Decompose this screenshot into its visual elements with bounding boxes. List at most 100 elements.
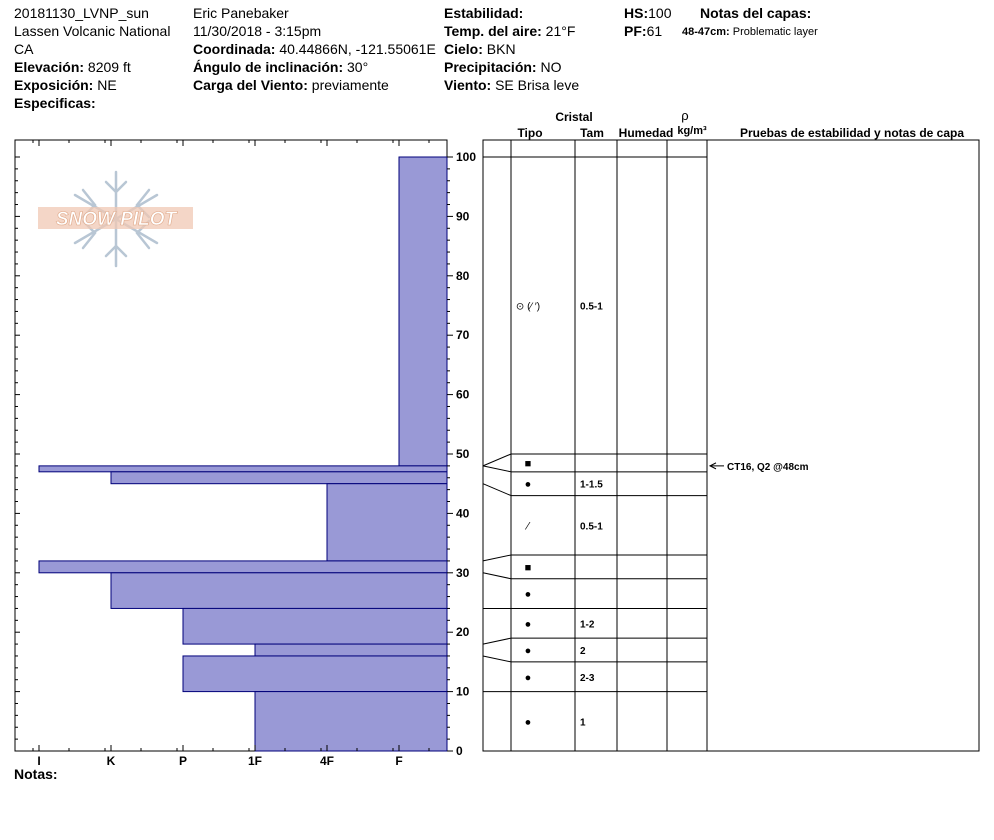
hardness-axis: I K P 1F 4F F <box>32 140 430 768</box>
sky-label: Cielo: <box>444 41 483 57</box>
crystal-type: ⁄ <box>524 520 531 532</box>
layer-connector <box>482 465 512 473</box>
coordinate-label: Coordinada: <box>193 41 276 57</box>
layer-note-entry: 48-47cm: Problematic layer <box>682 23 818 41</box>
crystal-size: 1-1.5 <box>580 480 603 491</box>
hardness-bar <box>38 465 448 473</box>
wind-load-value: previamente <box>311 77 389 93</box>
layer-connector <box>482 453 512 467</box>
layer-connector <box>482 637 512 645</box>
hardness-bar <box>254 691 448 752</box>
header-type: Tipo <box>517 126 542 140</box>
logo-text: SNOW PILOT <box>56 209 178 230</box>
state: CA <box>14 41 34 57</box>
table-frame <box>482 139 980 752</box>
header-site-info: 20181130_LVNP_sun Lassen Volcanic Nation… <box>14 4 170 112</box>
crystal-size: 0.5-1 <box>580 302 603 313</box>
height-tick-label: 20 <box>456 625 470 639</box>
air-temp-value: 21°F <box>545 23 576 39</box>
height-tick-label: 60 <box>456 388 470 402</box>
hardness-tick-label: P <box>179 754 187 768</box>
header-density-symbol: ρ <box>681 108 688 123</box>
elevation-value: 8209 ft <box>87 59 131 75</box>
aspect-value: NE <box>97 77 117 93</box>
crystal-type: ● <box>525 618 532 630</box>
hardness-tick-label: I <box>37 754 40 768</box>
hardness-bar <box>182 655 448 693</box>
crystal-size: 0.5-1 <box>580 521 603 532</box>
crystal-type: ● <box>525 672 532 684</box>
crystal-type: ● <box>525 589 532 601</box>
hardness-bar <box>110 572 448 609</box>
height-tick-label: 100 <box>456 150 476 164</box>
height-tick-label: 40 <box>456 506 470 520</box>
crystal-size: 2 <box>580 646 586 657</box>
air-temp-label: Temp. del aire: <box>444 23 542 39</box>
layer-table: Cristal Tipo Tam Humedad ρ kg/m³ Pruebas… <box>482 108 980 752</box>
crystal-type: ● <box>525 645 532 657</box>
hardness-bar <box>398 156 448 467</box>
height-tick-label: 90 <box>456 209 470 223</box>
layer-connector <box>482 554 512 562</box>
hardness-bar <box>254 643 448 657</box>
hardness-bar <box>110 471 448 485</box>
height-tick-label: 70 <box>456 328 470 342</box>
notes-label: Notas: <box>14 765 58 783</box>
logo-banner <box>38 207 193 229</box>
height-axis: 0 10 20 30 40 50 60 70 80 90 100 <box>15 150 476 758</box>
header-size: Tam <box>580 126 604 140</box>
crystal-size: 1-2 <box>580 619 595 630</box>
slope-angle-label: Ángulo de inclinación: <box>193 59 344 75</box>
precipitation-label: Precipitación: <box>444 59 537 75</box>
hs-value: 100 <box>648 5 672 21</box>
stability-label: Estabilidad: <box>444 5 524 21</box>
pf-label: PF: <box>624 23 647 39</box>
hardness-bars <box>38 156 448 752</box>
arrow-left-icon <box>708 462 717 470</box>
height-tick-label: 10 <box>456 685 470 699</box>
crystal-size: 2-3 <box>580 673 595 684</box>
observation-datetime: 11/30/2018 - 3:15pm <box>193 23 322 39</box>
header-observation-info: Eric Panebaker 11/30/2018 - 3:15pm Coord… <box>193 4 436 94</box>
crystal-size: 1 <box>580 717 586 728</box>
height-tick-label: 50 <box>456 447 470 461</box>
aspect-label: Exposición: <box>14 77 94 93</box>
layer-notes: Notas del capas: <box>700 4 811 22</box>
layer-notes-label: Notas del capas: <box>700 5 812 21</box>
crystal-type: ● <box>525 479 532 491</box>
crystal-type: ● <box>525 716 532 728</box>
hardness-tick-label: F <box>395 754 402 768</box>
hs-label: HS: <box>624 5 649 21</box>
hardness-tick-label: 4F <box>320 754 334 768</box>
crystal-type: ■ <box>525 458 532 470</box>
hardness-bar <box>182 607 448 645</box>
hardness-bar <box>326 483 448 562</box>
elevation-label: Elevación: <box>14 59 85 75</box>
wind-load-label: Carga del Viento: <box>193 77 308 93</box>
header-density-unit: kg/m³ <box>677 125 707 137</box>
test-result: CT16, Q2 @48cm <box>727 462 809 473</box>
coordinate-value: 40.44866N, -121.55061E <box>279 41 436 57</box>
sky-value: BKN <box>486 41 516 57</box>
header-weather-info: Estabilidad: Temp. del aire: 21°F Cielo:… <box>444 4 584 94</box>
height-tick-label: 80 <box>456 269 470 283</box>
slope-angle-value: 30° <box>347 59 369 75</box>
height-tick-label: 0 <box>456 744 463 758</box>
header-crystal: Cristal <box>555 110 592 124</box>
hardness-bar <box>38 560 448 574</box>
wind-label: Viento: <box>444 77 492 93</box>
layer-note-text: Problematic layer <box>732 26 818 38</box>
snowpilot-logo: SNOW PILOT <box>38 170 193 268</box>
location-name: Lassen Volcanic National <box>14 23 171 39</box>
table-rows: ⊙ (⁄ ′) 0.5-1 ■ ● 1-1.5 ⁄ 0.5-1 ■ ● ● 1-2 ● 2 ● 2-3 ● 1 <box>482 156 707 728</box>
crystal-type: ⊙ (⁄ ′) <box>516 302 540 313</box>
observer-name: Eric Panebaker <box>193 5 289 21</box>
precipitation-value: NO <box>540 59 562 75</box>
crystal-type: ■ <box>525 562 532 574</box>
header-moisture: Humedad <box>619 126 674 140</box>
layer-connector <box>482 655 512 663</box>
stability-tests: CT16, Q2 @48cm <box>708 462 809 473</box>
layer-connector <box>482 572 512 580</box>
header-snow-info: HS:100 PF:61 <box>624 4 671 40</box>
